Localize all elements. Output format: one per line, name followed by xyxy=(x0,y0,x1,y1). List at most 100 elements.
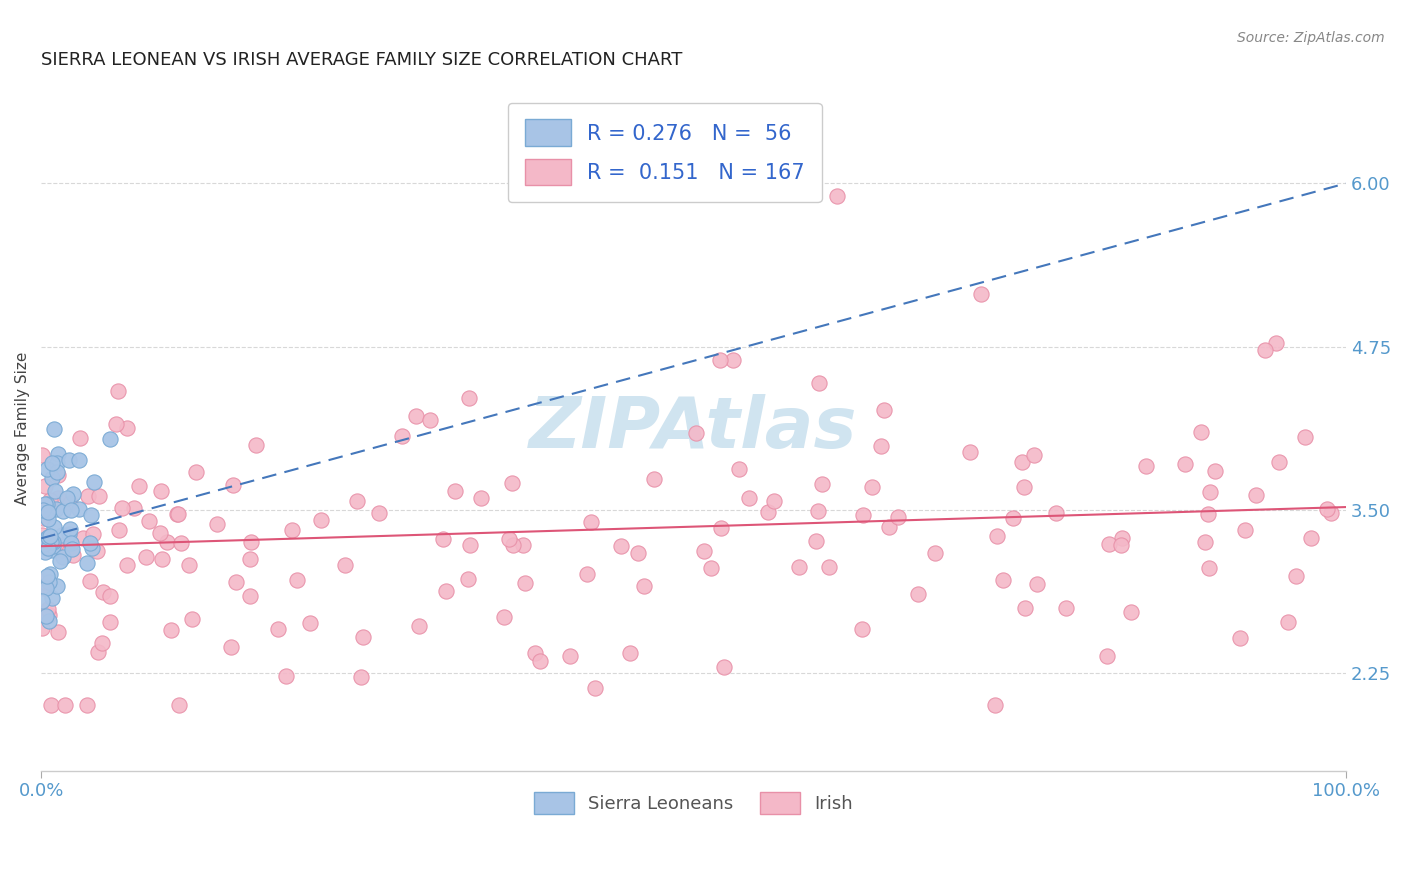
Point xyxy=(959,445,981,459)
Point xyxy=(443,483,465,498)
Point xyxy=(276,669,298,683)
Point xyxy=(58,527,80,541)
Point xyxy=(267,622,290,636)
Point xyxy=(39,698,62,713)
Point xyxy=(627,546,650,560)
Point xyxy=(41,591,63,606)
Point xyxy=(512,538,534,552)
Point xyxy=(37,530,59,544)
Point xyxy=(432,532,454,546)
Point xyxy=(107,384,129,398)
Point xyxy=(225,574,247,589)
Point xyxy=(37,541,59,555)
Point xyxy=(38,607,60,622)
Point xyxy=(67,453,90,467)
Point xyxy=(80,508,103,522)
Point xyxy=(184,465,207,479)
Point xyxy=(860,480,883,494)
Point xyxy=(434,583,457,598)
Point xyxy=(42,539,65,553)
Point xyxy=(558,649,581,664)
Point xyxy=(79,536,101,550)
Point xyxy=(239,589,262,603)
Point xyxy=(810,476,832,491)
Point xyxy=(501,475,523,490)
Point xyxy=(169,698,191,713)
Point xyxy=(76,489,98,503)
Point xyxy=(35,608,58,623)
Point xyxy=(619,646,641,660)
Point xyxy=(419,413,441,427)
Point xyxy=(886,509,908,524)
Point xyxy=(281,523,304,537)
Point xyxy=(1198,485,1220,500)
Point xyxy=(851,622,873,636)
Point xyxy=(86,544,108,558)
Point xyxy=(219,640,242,655)
Point xyxy=(34,479,56,493)
Point xyxy=(41,456,63,470)
Point xyxy=(32,503,55,517)
Point xyxy=(42,535,65,549)
Point xyxy=(1316,502,1339,516)
Point xyxy=(1025,577,1047,591)
Point xyxy=(311,513,333,527)
Point xyxy=(37,569,59,583)
Point xyxy=(1198,560,1220,574)
Point xyxy=(45,579,67,593)
Point xyxy=(738,491,761,505)
Text: SIERRA LEONEAN VS IRISH AVERAGE FAMILY SIZE CORRELATION CHART: SIERRA LEONEAN VS IRISH AVERAGE FAMILY S… xyxy=(41,51,682,69)
Point xyxy=(523,646,546,660)
Point xyxy=(1054,601,1077,615)
Point xyxy=(879,520,901,534)
Point xyxy=(46,624,69,639)
Point xyxy=(93,584,115,599)
Point xyxy=(45,536,67,550)
Text: ZIPAtlas: ZIPAtlas xyxy=(529,393,858,463)
Point xyxy=(156,534,179,549)
Point xyxy=(76,698,98,713)
Point xyxy=(709,352,731,367)
Point xyxy=(492,609,515,624)
Point xyxy=(239,551,262,566)
Legend: Sierra Leoneans, Irish: Sierra Leoneans, Irish xyxy=(524,783,862,823)
Point xyxy=(44,520,66,534)
Point xyxy=(391,429,413,443)
Point xyxy=(72,532,94,546)
Point xyxy=(851,508,873,522)
Point xyxy=(149,526,172,541)
Point xyxy=(59,495,82,509)
Point xyxy=(31,594,53,608)
Point xyxy=(1174,457,1197,471)
Point xyxy=(31,527,53,541)
Point xyxy=(1189,425,1212,439)
Point xyxy=(579,516,602,530)
Point xyxy=(83,475,105,489)
Point xyxy=(1244,488,1267,502)
Point xyxy=(69,431,91,445)
Point xyxy=(166,507,188,521)
Point xyxy=(1014,480,1036,494)
Point xyxy=(169,536,191,550)
Point xyxy=(37,500,59,514)
Point xyxy=(51,527,73,541)
Point xyxy=(138,514,160,528)
Point xyxy=(37,497,59,511)
Point xyxy=(245,438,267,452)
Point xyxy=(51,542,73,557)
Point xyxy=(110,501,132,516)
Point xyxy=(79,574,101,588)
Point xyxy=(31,621,53,635)
Point xyxy=(41,471,63,485)
Point xyxy=(1095,649,1118,664)
Point xyxy=(1001,510,1024,524)
Point xyxy=(67,501,90,516)
Point xyxy=(728,462,751,476)
Point xyxy=(31,574,53,588)
Point xyxy=(350,670,373,684)
Point xyxy=(38,493,60,508)
Point xyxy=(38,529,60,543)
Point xyxy=(59,522,82,536)
Point xyxy=(870,439,893,453)
Point xyxy=(39,533,62,547)
